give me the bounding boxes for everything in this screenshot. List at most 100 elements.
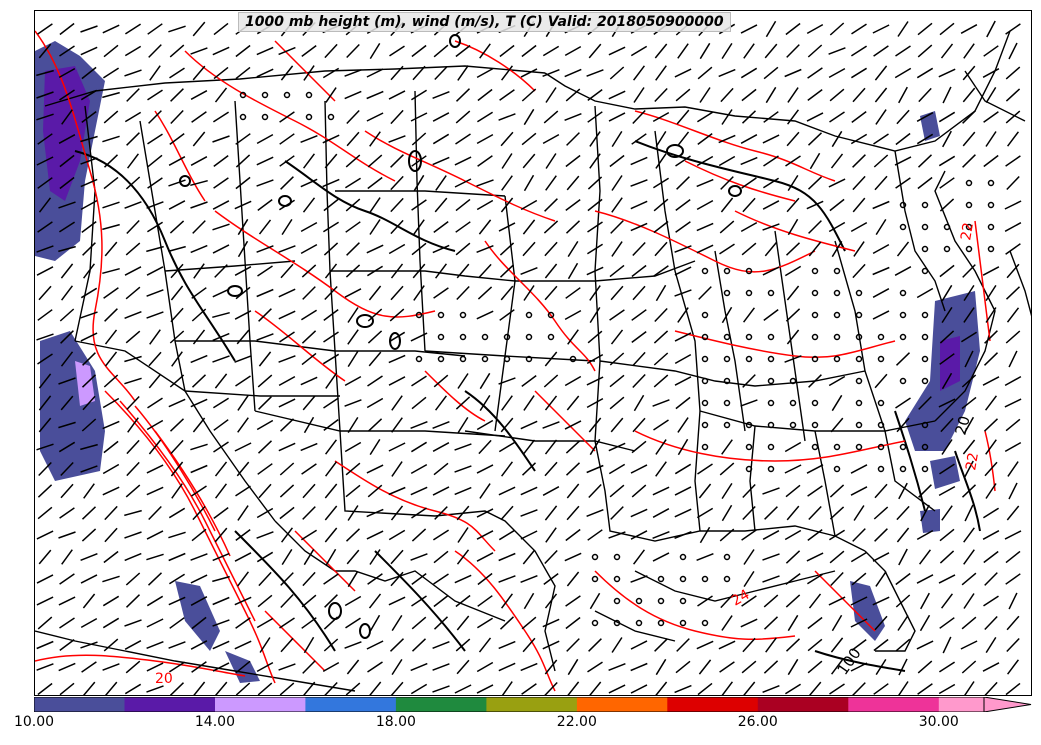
wind-barb — [898, 548, 908, 566]
wind-barb — [784, 68, 802, 78]
wind-barb — [653, 220, 669, 234]
wind-barb — [124, 619, 142, 627]
wind-barb — [762, 553, 780, 561]
wind-barb — [367, 265, 383, 277]
wind-barb — [544, 351, 558, 367]
wind-barb — [148, 351, 162, 367]
wind-barb — [831, 130, 843, 148]
wind-barb — [323, 331, 339, 343]
wind-barb — [630, 508, 648, 518]
wind-barb — [544, 241, 558, 257]
calm-marker — [921, 245, 929, 253]
wind-barb — [742, 483, 756, 499]
wind-barb — [917, 683, 933, 695]
wind-barb — [235, 375, 251, 387]
calm-marker — [701, 619, 709, 627]
wind-barb — [523, 108, 535, 126]
wind-barb — [630, 575, 648, 583]
wind-barb — [125, 242, 141, 256]
calm-marker — [811, 267, 819, 275]
wind-barb — [587, 198, 603, 212]
wind-barb — [168, 552, 186, 562]
calm-marker — [327, 113, 335, 121]
wind-barb — [828, 221, 846, 233]
calm-marker — [547, 311, 555, 319]
wind-barb — [565, 220, 581, 234]
wind-barb — [476, 508, 494, 518]
wind-barb — [192, 220, 206, 234]
wind-barb — [278, 199, 296, 211]
wind-barb — [589, 131, 601, 147]
wind-barb — [104, 351, 118, 367]
wind-barb — [476, 661, 494, 673]
wind-barb — [897, 615, 909, 631]
calm-marker — [855, 355, 863, 363]
wind-barb — [212, 397, 230, 409]
wind-barb — [807, 132, 823, 146]
wind-barb — [192, 505, 206, 521]
wind-barb — [565, 616, 581, 630]
wind-barb — [149, 329, 161, 345]
wind-barb — [828, 67, 846, 79]
calm-marker — [305, 91, 313, 99]
wind-barb — [59, 22, 75, 36]
wind-barb — [214, 681, 228, 695]
wind-barb — [411, 441, 427, 453]
wind-barb — [542, 133, 560, 145]
wind-barb — [58, 421, 76, 429]
wind-barb — [852, 87, 866, 103]
wind-barb — [168, 507, 186, 519]
wind-barb — [982, 507, 1000, 519]
wind-barb — [1007, 461, 1019, 477]
wind-barb — [762, 530, 780, 540]
wind-barb — [829, 198, 845, 212]
wind-barb — [545, 153, 557, 169]
calm-marker — [745, 355, 753, 363]
wind-barb — [455, 133, 471, 145]
wind-barb — [388, 135, 406, 143]
wind-barb — [37, 177, 53, 189]
calm-marker — [899, 223, 907, 231]
wind-barb — [127, 417, 139, 433]
wind-barb — [720, 87, 734, 103]
wind-barb — [258, 483, 272, 499]
wind-barb — [82, 263, 96, 279]
wind-barb — [478, 219, 492, 235]
wind-barb — [941, 439, 953, 455]
wind-barb — [369, 43, 381, 59]
wind-barb — [830, 153, 844, 169]
wind-barb — [257, 463, 273, 475]
wind-barb — [390, 175, 404, 191]
wind-barb — [279, 331, 295, 343]
wind-barb — [477, 155, 493, 167]
contour-label: 24 — [729, 587, 753, 610]
calm-marker — [745, 465, 753, 473]
wind-barb — [698, 286, 712, 300]
wind-barb — [566, 483, 580, 499]
wind-barb — [59, 89, 75, 101]
wind-barb — [983, 45, 999, 57]
calm-marker — [239, 113, 247, 121]
calm-marker — [987, 245, 995, 253]
wind-barb — [611, 637, 623, 653]
calm-marker — [789, 377, 797, 385]
wind-barb — [368, 285, 382, 301]
wind-barb — [345, 154, 361, 168]
colorbar-segment — [938, 697, 984, 712]
wind-barb — [917, 22, 933, 36]
wind-barb — [655, 461, 667, 477]
wind-barb — [169, 418, 185, 432]
wind-barb — [83, 483, 95, 499]
calm-marker — [723, 355, 731, 363]
wind-barb — [763, 155, 779, 167]
calm-marker — [899, 377, 907, 385]
wind-barb — [630, 684, 648, 694]
calm-marker — [987, 179, 995, 187]
wind-barb — [542, 421, 560, 429]
wind-barb — [323, 309, 339, 321]
wind-barb — [455, 221, 471, 233]
wind-barb — [831, 240, 843, 258]
wind-barb — [808, 241, 822, 257]
wind-barb — [346, 131, 360, 147]
wind-barb — [983, 352, 999, 366]
